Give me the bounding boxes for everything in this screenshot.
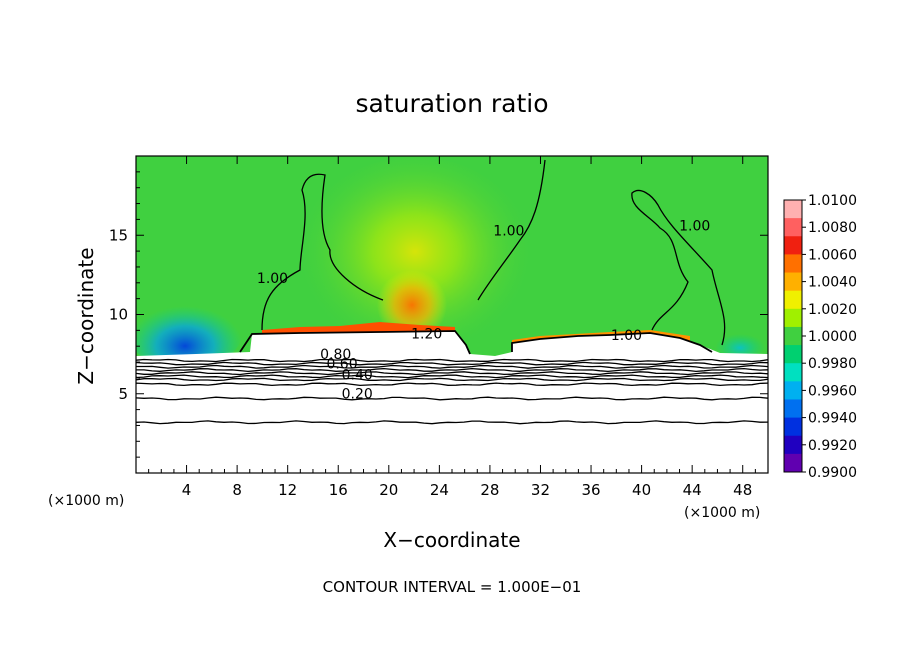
colorbar-label: 0.9900 (808, 465, 857, 481)
contour-label: 0.60 (326, 356, 357, 372)
y-axis-label: Z−coordinate (74, 247, 98, 384)
x-tick-label: 40 (632, 481, 651, 499)
colorbar-label: 1.0080 (808, 220, 857, 236)
contour-1-00-right (631, 189, 726, 346)
contour-lines (136, 358, 768, 425)
colorbar-segment (784, 326, 802, 346)
contour-label: 1.20 (411, 326, 442, 342)
contour-label: 0.80 (320, 347, 351, 363)
colorbar-label: 1.0060 (808, 247, 857, 263)
plume-region (295, 157, 535, 367)
colorbar: 1.0100 1.0080 1.0060 1.0040 1.0020 1.0000 0.99… (783, 193, 857, 481)
colorbar-label: 0.9940 (808, 411, 857, 427)
plot-area: 1.00 1.00 1.00 1.20 1.00 0.800.600.40 0.20 (136, 156, 768, 473)
x-tick-label: 16 (329, 481, 348, 499)
colorbar-segment (784, 236, 802, 255)
y-tick-label: 5 (118, 385, 128, 403)
x-tick-label: 24 (430, 481, 449, 499)
x-tick-label: 32 (531, 481, 550, 499)
colorbar-label: 1.0000 (808, 329, 857, 345)
colorbar-label: 0.9960 (808, 383, 857, 399)
colorbar-segment (784, 417, 802, 437)
contour-label: 0.20 (342, 387, 373, 403)
y-tick-label: 10 (109, 306, 128, 324)
contour-label: 0.40 (342, 367, 373, 383)
background-contour (136, 358, 768, 363)
contour-cloud-edge-right (511, 332, 713, 353)
background-contour (136, 361, 768, 366)
y-tick-label: 15 (109, 226, 128, 244)
chart-title: saturation ratio (355, 89, 548, 118)
contour-label: 1.00 (493, 223, 524, 239)
x-tick-label: 36 (581, 481, 600, 499)
background-contour (136, 374, 768, 379)
contour-1-00-left (261, 173, 384, 331)
colorbar-segment (784, 308, 802, 328)
x-tick-label: 28 (480, 481, 499, 499)
contour-label: 1.00 (679, 218, 710, 234)
contour-labels: 1.00 1.00 1.00 1.20 1.00 0.800.600.40 0.20 (257, 218, 710, 402)
colorbar-segment (784, 435, 802, 455)
background-contour (136, 367, 768, 373)
colorbar-segment (784, 399, 802, 419)
contour-label: 1.00 (257, 271, 288, 287)
y-axis-ticks: 5 10 15 (109, 171, 768, 458)
colorbar-label: 1.0100 (808, 193, 857, 209)
x-tick-label: 4 (182, 481, 192, 499)
x-tick-label: 44 (683, 481, 702, 499)
low-saturation-region-left (136, 290, 243, 370)
colorbar-segment (784, 363, 802, 382)
contour-interval-note: CONTOUR INTERVAL = 1.000E−01 (323, 578, 582, 596)
colorbar-segment (784, 254, 802, 274)
x-axis-label: X−coordinate (383, 528, 520, 552)
contour-label: 1.00 (611, 328, 642, 344)
colorbar-segment (784, 218, 802, 237)
x-tick-label: 12 (278, 481, 297, 499)
contour-1-00-middle (477, 159, 546, 301)
background-contour (136, 396, 768, 401)
x-tick-label: 48 (733, 481, 752, 499)
colorbar-label: 1.0020 (808, 302, 857, 318)
x-unit-left: (×1000 m) (48, 493, 124, 509)
cloud-top-highlight-left (262, 322, 455, 333)
plume-core (377, 270, 447, 340)
colorbar-segment (784, 453, 802, 473)
colorbar-segment (784, 345, 802, 364)
background-contour (136, 377, 768, 382)
background-contour (136, 371, 768, 376)
low-saturation-region-right (715, 331, 765, 359)
colorbar-segment (784, 272, 802, 292)
background-contour (136, 364, 768, 369)
colorbar-segment (784, 200, 802, 219)
colorbar-label: 0.9980 (808, 356, 857, 372)
colorbar-label: 0.9920 (808, 438, 857, 454)
background-contour (136, 420, 768, 425)
x-unit-right: (×1000 m) (684, 505, 760, 521)
x-tick-label: 8 (232, 481, 242, 499)
colorbar-segment (784, 381, 802, 400)
contour-cloud-edge-left (239, 330, 471, 355)
colorbar-segment (784, 290, 802, 310)
colorbar-label: 1.0040 (808, 275, 857, 291)
x-axis-ticks: 4 8 12 16 20 24 28 32 36 40 44 48 (148, 156, 756, 499)
background-contour (136, 382, 768, 387)
x-tick-label: 20 (379, 481, 398, 499)
